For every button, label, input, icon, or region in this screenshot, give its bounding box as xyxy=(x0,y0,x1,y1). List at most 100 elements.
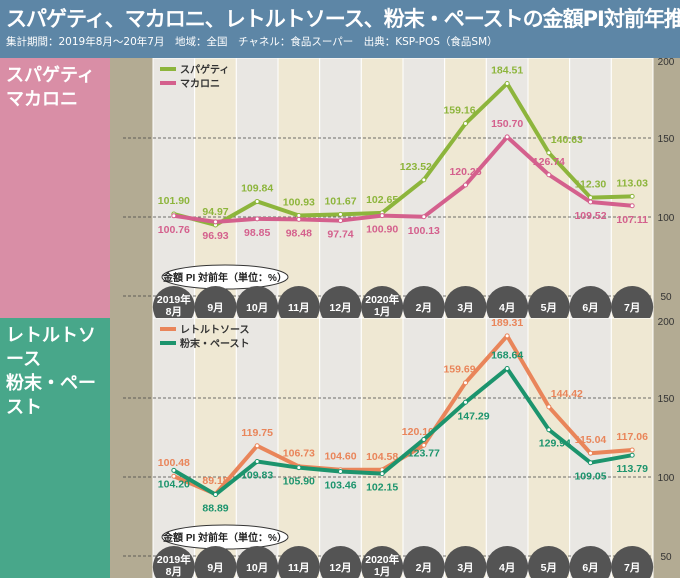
data-label: 109.05 xyxy=(574,471,606,483)
right-axis-strip xyxy=(653,58,680,318)
x-tick-label: 8月 xyxy=(166,306,182,318)
data-point xyxy=(629,203,635,209)
data-point xyxy=(338,218,343,224)
series-line xyxy=(172,366,633,497)
series-line xyxy=(173,134,633,224)
y-tick-label: 100 xyxy=(658,473,675,484)
y-tick-label: 200 xyxy=(658,318,675,328)
y-tick-label: 200 xyxy=(658,58,675,68)
data-point xyxy=(504,333,510,339)
data-label: 105.90 xyxy=(283,476,315,488)
x-tick-label: 1月 xyxy=(374,566,390,578)
month-badge xyxy=(402,286,445,318)
data-label: 106.73 xyxy=(283,447,315,459)
data-label: 94.97 xyxy=(202,206,228,218)
month-badge xyxy=(319,546,362,578)
data-label: 129.94 xyxy=(539,438,571,450)
data-point xyxy=(254,458,260,464)
data-point xyxy=(213,492,218,498)
month-badge xyxy=(486,546,529,578)
data-point xyxy=(546,172,552,178)
data-point xyxy=(504,366,510,372)
y-tick-label: 50 xyxy=(660,552,672,563)
x-tick-label: 1月 xyxy=(374,306,390,318)
month-badge xyxy=(569,286,612,318)
data-point xyxy=(546,427,552,433)
x-tick-label: 5月 xyxy=(541,562,557,574)
data-point xyxy=(421,177,427,183)
month-badge xyxy=(319,286,362,318)
data-point xyxy=(463,182,468,188)
month-badge xyxy=(527,546,570,578)
data-label: 126.74 xyxy=(533,156,565,168)
x-tick-label: 2019年 xyxy=(157,553,191,566)
data-point xyxy=(171,213,177,219)
column-band xyxy=(444,318,487,578)
chart-pasta: 50 100 150 200 101.90 94.97 109.84 100.93 101.67… xyxy=(110,58,680,318)
x-tick-label: 3月 xyxy=(457,562,473,574)
y-tick-label: 100 xyxy=(658,213,675,224)
legend-label: 粉末・ペースト xyxy=(180,337,250,350)
x-tick-label: 8月 xyxy=(166,566,182,578)
month-badge xyxy=(569,546,612,578)
y-tick-label: 50 xyxy=(660,292,672,303)
column-band xyxy=(319,318,362,578)
x-tick-label: 9月 xyxy=(207,562,223,574)
data-label: 109.83 xyxy=(241,469,273,481)
right-axis-strip xyxy=(653,318,680,578)
data-label: 102.15 xyxy=(366,482,398,494)
x-tick-label: 4月 xyxy=(499,562,515,574)
data-label: 89.18 xyxy=(202,475,228,487)
data-point xyxy=(171,473,177,479)
data-label: 184.51 xyxy=(491,64,523,76)
data-point xyxy=(629,447,635,453)
x-tick-label: 9月 xyxy=(207,302,223,314)
data-point xyxy=(338,469,343,475)
data-point xyxy=(213,219,218,225)
data-label: 113.03 xyxy=(616,177,648,189)
column-band xyxy=(569,318,612,578)
data-label: 100.76 xyxy=(158,224,190,236)
month-badge xyxy=(361,286,404,318)
data-label: 120.25 xyxy=(449,166,481,178)
x-tick-label: 12月 xyxy=(329,302,351,314)
data-point xyxy=(629,452,635,458)
column-band xyxy=(527,58,571,318)
data-label: 100.90 xyxy=(366,224,398,236)
data-point xyxy=(171,467,177,473)
data-label: 144.42 xyxy=(551,388,583,400)
data-label: 109.84 xyxy=(241,182,273,194)
data-point xyxy=(504,134,510,140)
data-point xyxy=(588,199,593,205)
month-badge xyxy=(152,546,195,578)
column-band xyxy=(402,318,446,578)
x-tick-label: 2020年 xyxy=(365,293,399,306)
y-tick-label: 150 xyxy=(658,134,675,145)
legend-label: マカロニ xyxy=(180,78,220,90)
column-band xyxy=(444,58,487,318)
data-point xyxy=(546,150,552,156)
month-badge xyxy=(444,286,487,318)
header: スパゲティ、マカロニ、レトルトソース、粉末・ペーストの金額PI対前年推移 集計期… xyxy=(0,0,680,58)
data-label: 100.93 xyxy=(283,197,315,209)
data-label: 159.16 xyxy=(443,105,475,117)
x-tick-label: 7月 xyxy=(624,562,640,574)
data-point xyxy=(546,404,552,410)
x-tick-label: 5月 xyxy=(541,302,557,314)
data-label: 100.48 xyxy=(158,457,190,469)
data-point xyxy=(463,121,468,127)
data-point xyxy=(588,450,593,456)
month-badge xyxy=(444,546,487,578)
data-point xyxy=(588,460,593,466)
data-label: 102.65 xyxy=(366,194,398,206)
left-strip xyxy=(110,58,153,318)
chart-sauce: 50 100 150 200 100.48 89.18 119.75 106.73 104.60… xyxy=(110,318,680,578)
panel-label-line: マカロニ xyxy=(6,89,78,110)
column-band xyxy=(610,58,654,318)
data-label: 168.64 xyxy=(491,350,523,362)
data-label: 115.04 xyxy=(575,434,607,446)
data-point xyxy=(463,380,468,386)
x-tick-label: 11月 xyxy=(288,302,310,314)
x-tick-label: 10月 xyxy=(246,302,268,314)
month-badge xyxy=(277,546,320,578)
